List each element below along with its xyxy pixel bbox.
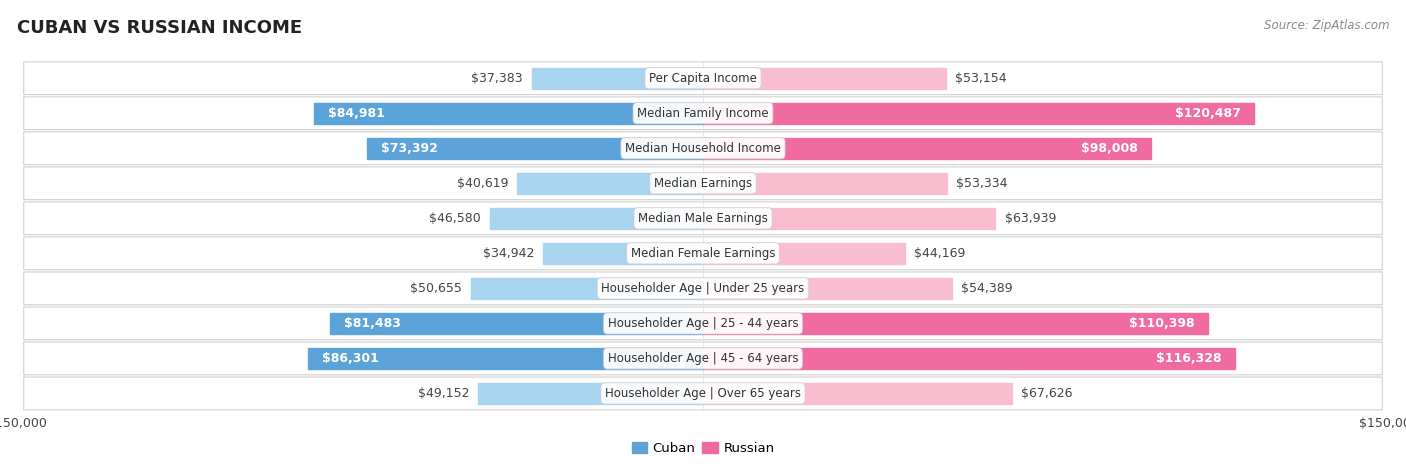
Text: $98,008: $98,008 xyxy=(1081,142,1137,155)
Text: $49,152: $49,152 xyxy=(418,387,470,400)
FancyBboxPatch shape xyxy=(24,272,1382,305)
Bar xyxy=(315,103,703,124)
Bar xyxy=(367,138,703,159)
FancyBboxPatch shape xyxy=(24,132,1382,165)
Bar xyxy=(478,383,703,404)
Bar xyxy=(703,208,995,229)
FancyBboxPatch shape xyxy=(24,167,1382,200)
Text: $67,626: $67,626 xyxy=(1022,387,1073,400)
Text: $86,301: $86,301 xyxy=(322,352,378,365)
Text: $116,328: $116,328 xyxy=(1156,352,1222,365)
Bar xyxy=(703,313,1208,334)
Text: Median Household Income: Median Household Income xyxy=(626,142,780,155)
Text: $120,487: $120,487 xyxy=(1174,107,1240,120)
Bar xyxy=(543,243,703,264)
FancyBboxPatch shape xyxy=(24,202,1382,235)
FancyBboxPatch shape xyxy=(24,237,1382,270)
Text: $73,392: $73,392 xyxy=(381,142,437,155)
Legend: Cuban, Russian: Cuban, Russian xyxy=(626,437,780,460)
Text: Per Capita Income: Per Capita Income xyxy=(650,72,756,85)
Text: $50,655: $50,655 xyxy=(411,282,463,295)
Text: $110,398: $110,398 xyxy=(1129,317,1194,330)
Text: Householder Age | Under 25 years: Householder Age | Under 25 years xyxy=(602,282,804,295)
Text: $37,383: $37,383 xyxy=(471,72,523,85)
Text: $34,942: $34,942 xyxy=(482,247,534,260)
Text: Median Earnings: Median Earnings xyxy=(654,177,752,190)
FancyBboxPatch shape xyxy=(24,97,1382,130)
Text: $53,334: $53,334 xyxy=(956,177,1008,190)
Bar xyxy=(703,68,946,89)
Text: Householder Age | 45 - 64 years: Householder Age | 45 - 64 years xyxy=(607,352,799,365)
Bar xyxy=(703,348,1234,369)
Bar xyxy=(703,138,1152,159)
Text: Median Family Income: Median Family Income xyxy=(637,107,769,120)
Text: $40,619: $40,619 xyxy=(457,177,508,190)
FancyBboxPatch shape xyxy=(24,342,1382,375)
Bar xyxy=(489,208,703,229)
Text: $81,483: $81,483 xyxy=(344,317,401,330)
Bar xyxy=(703,243,905,264)
Text: $44,169: $44,169 xyxy=(914,247,966,260)
Bar xyxy=(517,173,703,194)
Bar xyxy=(703,173,948,194)
Text: Source: ZipAtlas.com: Source: ZipAtlas.com xyxy=(1264,19,1389,32)
Text: $63,939: $63,939 xyxy=(1005,212,1056,225)
Text: Householder Age | Over 65 years: Householder Age | Over 65 years xyxy=(605,387,801,400)
Text: $53,154: $53,154 xyxy=(955,72,1007,85)
Text: $84,981: $84,981 xyxy=(328,107,385,120)
FancyBboxPatch shape xyxy=(24,377,1382,410)
Text: Householder Age | 25 - 44 years: Householder Age | 25 - 44 years xyxy=(607,317,799,330)
Bar xyxy=(308,348,703,369)
Bar xyxy=(703,383,1012,404)
Bar xyxy=(531,68,703,89)
Text: Median Male Earnings: Median Male Earnings xyxy=(638,212,768,225)
FancyBboxPatch shape xyxy=(24,62,1382,95)
Text: CUBAN VS RUSSIAN INCOME: CUBAN VS RUSSIAN INCOME xyxy=(17,19,302,37)
Bar xyxy=(471,278,703,299)
Text: Median Female Earnings: Median Female Earnings xyxy=(631,247,775,260)
FancyBboxPatch shape xyxy=(24,307,1382,340)
Text: $46,580: $46,580 xyxy=(429,212,481,225)
Bar xyxy=(703,103,1254,124)
Text: $54,389: $54,389 xyxy=(960,282,1012,295)
Bar xyxy=(703,278,952,299)
Bar xyxy=(330,313,703,334)
